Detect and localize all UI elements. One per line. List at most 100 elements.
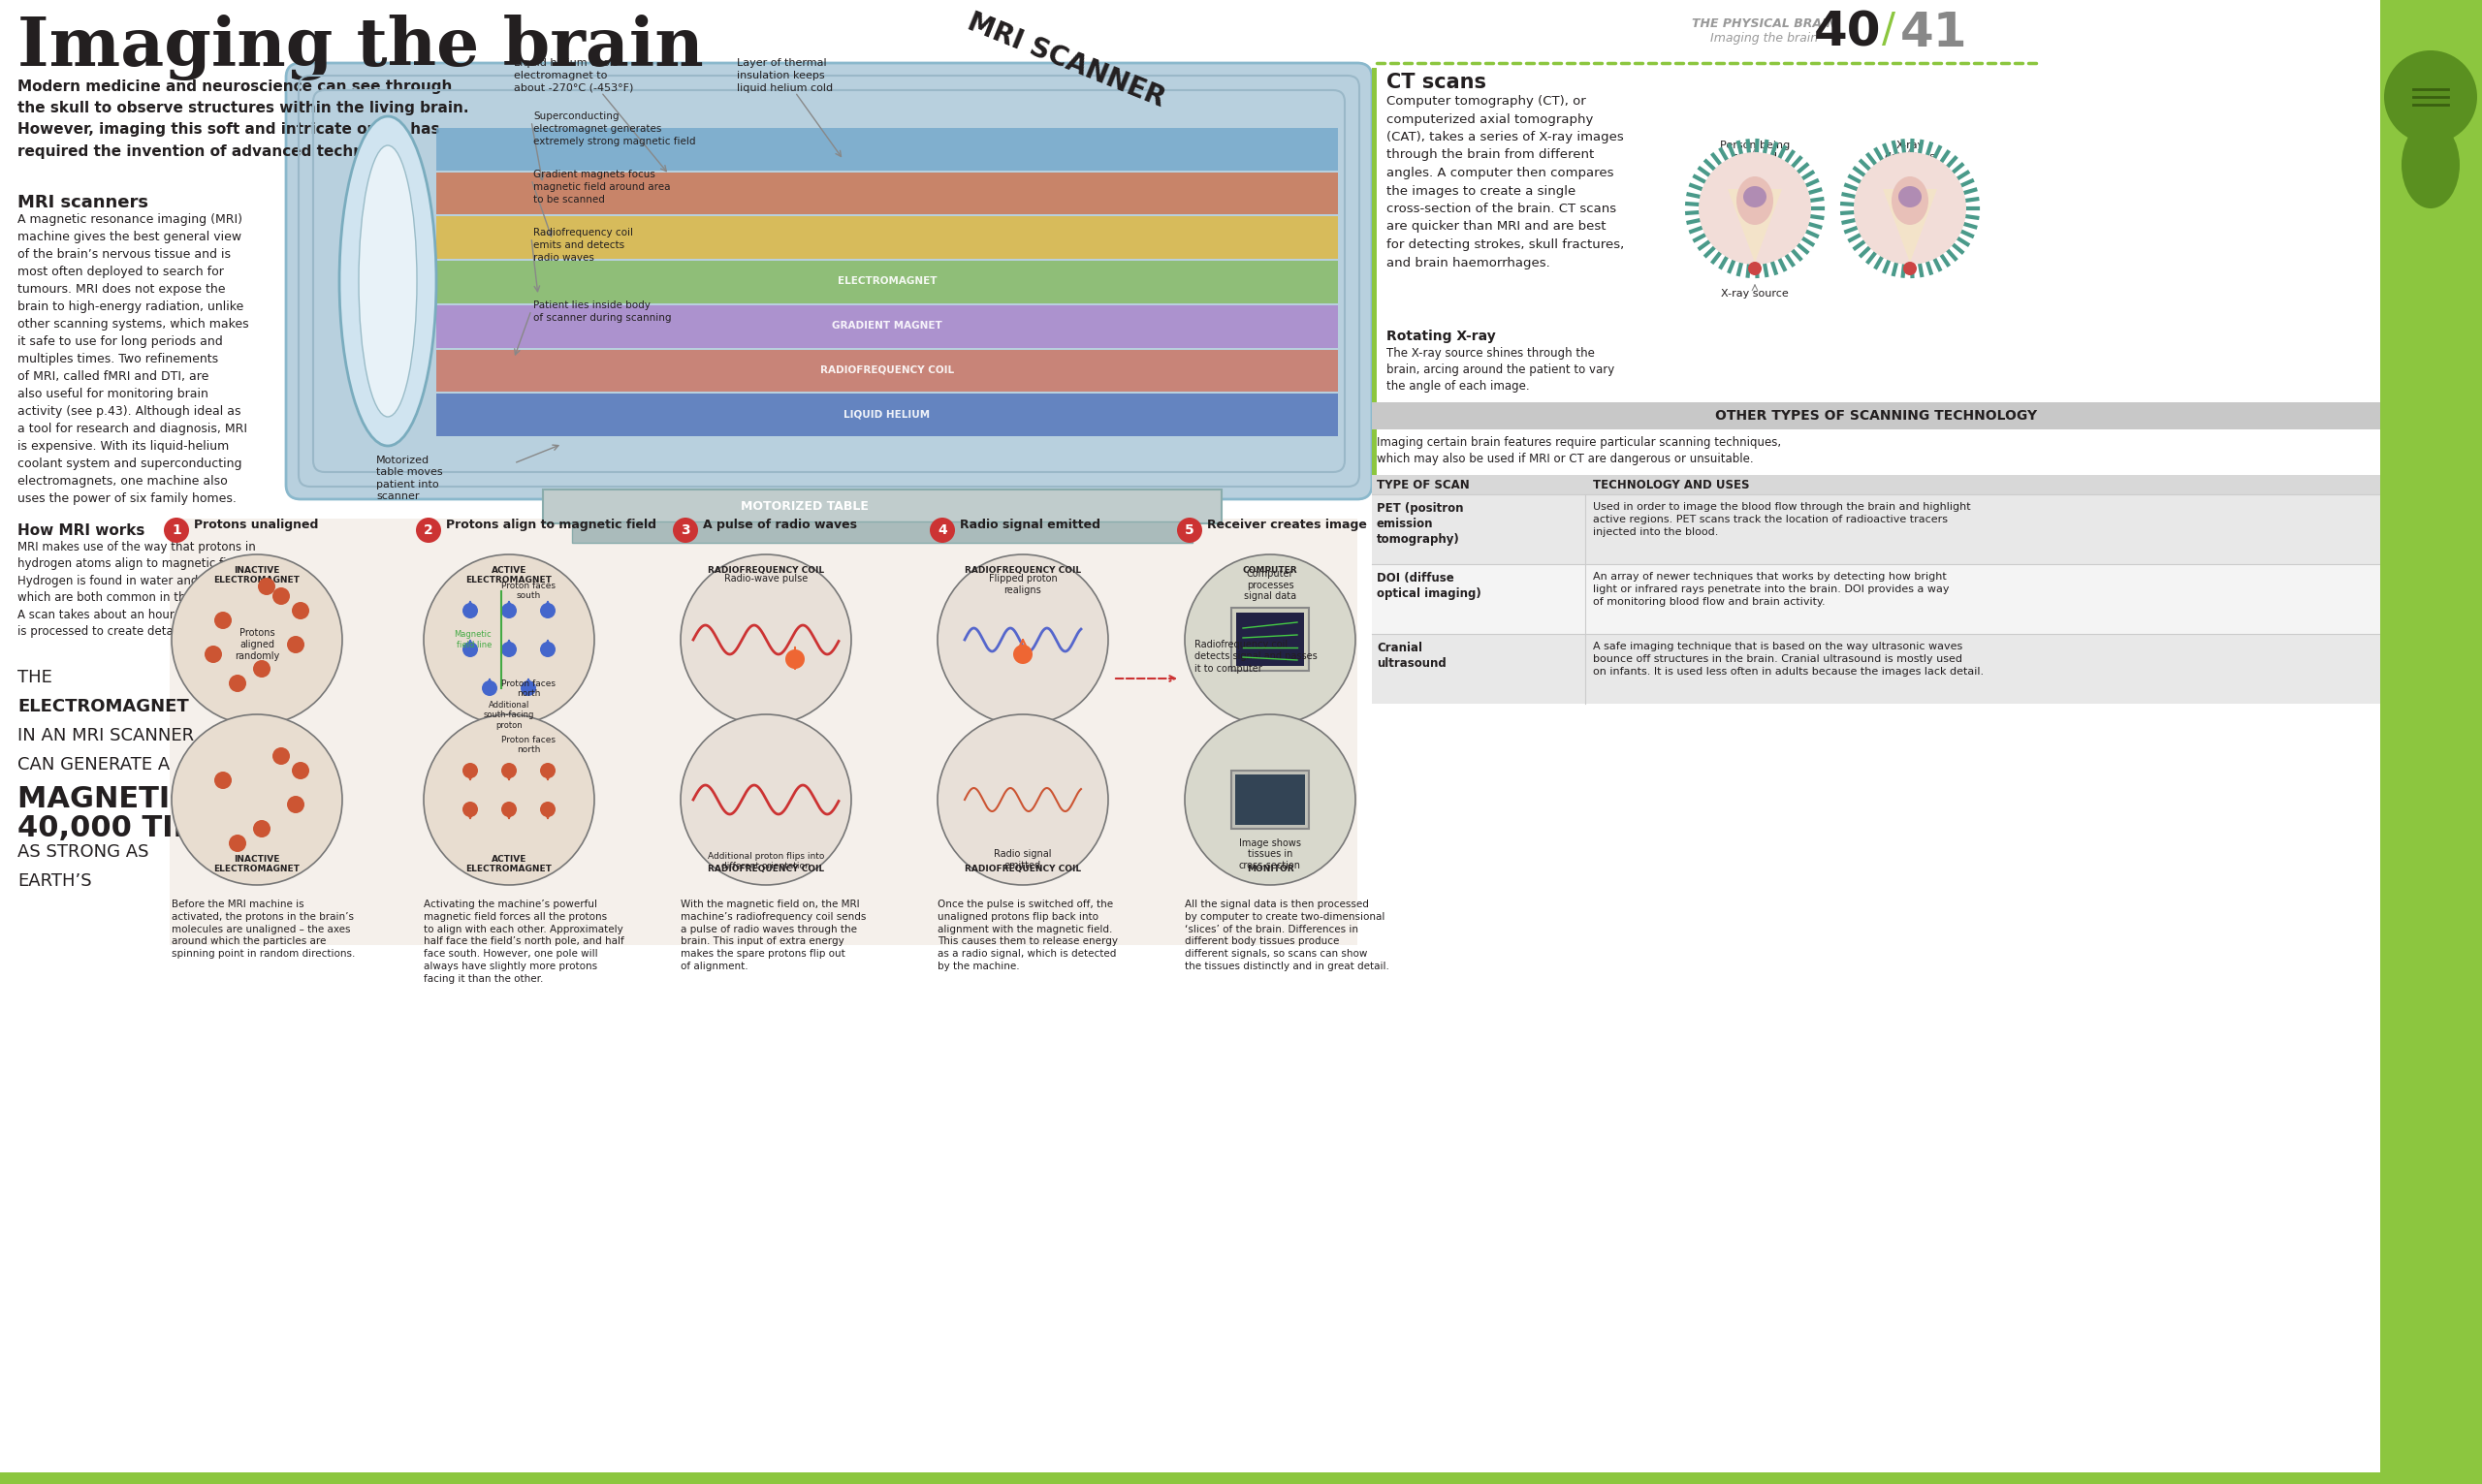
Circle shape — [680, 714, 851, 884]
Text: Gradient magnets focus
magnetic field around area
to be scanned: Gradient magnets focus magnetic field ar… — [534, 169, 670, 205]
Text: Magnetic
field line: Magnetic field line — [454, 631, 491, 649]
Circle shape — [462, 801, 479, 818]
Text: GRADIENT MAGNET: GRADIENT MAGNET — [831, 321, 943, 331]
Text: Computer
processes
signal data: Computer processes signal data — [1243, 568, 1296, 601]
Text: LIQUID HELIUM: LIQUID HELIUM — [844, 410, 931, 418]
Bar — [1373, 402, 2380, 429]
Text: An array of newer techniques that works by detecting how bright
light or infrare: An array of newer techniques that works … — [1593, 571, 1948, 607]
Text: ACTIVE
ELECTROMAGNET: ACTIVE ELECTROMAGNET — [467, 565, 551, 585]
Text: MAGNETIC FIELD: MAGNETIC FIELD — [17, 785, 295, 813]
Text: IN AN MRI SCANNER: IN AN MRI SCANNER — [17, 727, 194, 745]
Ellipse shape — [1742, 186, 1767, 208]
Text: 2: 2 — [424, 524, 434, 537]
Text: Protons unaligned: Protons unaligned — [194, 519, 318, 531]
Bar — [437, 128, 1338, 171]
Bar — [437, 393, 1338, 436]
Bar — [1373, 475, 2380, 494]
Text: Proton faces
south: Proton faces south — [501, 582, 556, 601]
Circle shape — [1904, 261, 1916, 275]
Text: EARTH’S: EARTH’S — [17, 873, 92, 890]
Circle shape — [1184, 714, 1355, 884]
Text: 3: 3 — [680, 524, 690, 537]
Text: Before the MRI machine is
activated, the protons in the brain’s
molecules are un: Before the MRI machine is activated, the… — [171, 899, 355, 959]
Text: Used in order to image the blood flow through the brain and highlight
active reg: Used in order to image the blood flow th… — [1593, 502, 1971, 537]
Text: 4: 4 — [938, 524, 948, 537]
Circle shape — [938, 555, 1107, 726]
Text: ELECTROMAGNET: ELECTROMAGNET — [17, 697, 189, 715]
Text: 40,000 TIMES: 40,000 TIMES — [17, 815, 243, 843]
Text: Image shows
tissues in
cross-section: Image shows tissues in cross-section — [1239, 838, 1301, 871]
Circle shape — [938, 714, 1107, 884]
Bar — [0, 1472, 2482, 1484]
Bar — [437, 172, 1338, 215]
Text: Patient lies inside body
of scanner during scanning: Patient lies inside body of scanner duri… — [534, 300, 673, 322]
Text: 40: 40 — [1814, 10, 1881, 56]
Text: TYPE OF SCAN: TYPE OF SCAN — [1378, 478, 1469, 491]
Text: INACTIVE
ELECTROMAGNET: INACTIVE ELECTROMAGNET — [213, 855, 300, 874]
Text: Motorized
table moves
patient into
scanner: Motorized table moves patient into scann… — [377, 456, 442, 502]
Circle shape — [273, 588, 290, 605]
Text: 1: 1 — [171, 524, 181, 537]
Circle shape — [931, 518, 956, 543]
Text: 5: 5 — [1184, 524, 1194, 537]
Text: RADIOFREQUENCY COIL: RADIOFREQUENCY COIL — [707, 565, 824, 574]
Circle shape — [164, 518, 189, 543]
Bar — [1231, 770, 1308, 828]
Bar — [437, 306, 1338, 347]
Text: RADIOFREQUENCY COIL: RADIOFREQUENCY COIL — [819, 365, 953, 374]
Text: THE: THE — [17, 669, 57, 686]
Circle shape — [258, 577, 276, 595]
Text: Superconducting
electromagnet generates
extremely strong magnetic field: Superconducting electromagnet generates … — [534, 111, 695, 145]
Circle shape — [293, 761, 310, 779]
Circle shape — [417, 518, 442, 543]
Circle shape — [273, 748, 290, 764]
Bar — [437, 350, 1338, 392]
Text: Radio signal
emitted: Radio signal emitted — [993, 849, 1052, 871]
Circle shape — [213, 611, 231, 629]
Circle shape — [784, 650, 804, 669]
Text: MONITOR: MONITOR — [1246, 865, 1293, 874]
Circle shape — [680, 555, 851, 726]
Circle shape — [288, 635, 305, 653]
Circle shape — [482, 681, 496, 696]
Text: AS STRONG AS: AS STRONG AS — [17, 843, 149, 861]
Bar — [544, 490, 1221, 524]
Circle shape — [1747, 261, 1762, 275]
Text: Radio signal emitted: Radio signal emitted — [961, 519, 1100, 531]
Circle shape — [501, 603, 516, 619]
Circle shape — [1176, 518, 1201, 543]
Bar — [437, 217, 1338, 258]
Ellipse shape — [340, 116, 437, 445]
Text: Imaging the brain: Imaging the brain — [17, 15, 702, 80]
Bar — [1236, 613, 1303, 666]
Text: Liquid helium cools
electromagnet to
about -270°C (-453°F): Liquid helium cools electromagnet to abo… — [514, 58, 633, 92]
Circle shape — [1698, 153, 1812, 264]
Text: DOI (diffuse
optical imaging): DOI (diffuse optical imaging) — [1378, 571, 1482, 600]
Text: With the magnetic field on, the MRI
machine’s radiofrequency coil sends
a pulse : With the magnetic field on, the MRI mach… — [680, 899, 866, 971]
Ellipse shape — [360, 145, 417, 417]
Text: Proton faces
north: Proton faces north — [501, 680, 556, 697]
Text: RADIOFREQUENCY COIL: RADIOFREQUENCY COIL — [965, 565, 1082, 574]
Text: X-ray
detectors: X-ray detectors — [1884, 141, 1936, 162]
Circle shape — [424, 555, 593, 726]
Text: PET (positron
emission
tomography): PET (positron emission tomography) — [1378, 502, 1464, 546]
Text: ACTIVE
ELECTROMAGNET: ACTIVE ELECTROMAGNET — [467, 855, 551, 874]
Text: CAN GENERATE A: CAN GENERATE A — [17, 755, 169, 773]
Text: Protons align to magnetic field: Protons align to magnetic field — [447, 519, 655, 531]
Circle shape — [541, 603, 556, 619]
Text: Radio-wave pulse: Radio-wave pulse — [725, 574, 807, 583]
Circle shape — [1013, 644, 1033, 663]
Circle shape — [521, 681, 536, 696]
Bar — [2380, 0, 2482, 1484]
Circle shape — [171, 555, 343, 726]
Circle shape — [462, 641, 479, 657]
Polygon shape — [1727, 188, 1782, 263]
Ellipse shape — [1899, 186, 1921, 208]
Text: Imaging the brain: Imaging the brain — [1710, 33, 1819, 45]
Circle shape — [228, 834, 246, 852]
Bar — [169, 518, 1358, 945]
Text: MRI scanners: MRI scanners — [17, 194, 149, 211]
Circle shape — [204, 646, 221, 663]
Text: Flipped proton
realigns: Flipped proton realigns — [988, 574, 1057, 595]
Circle shape — [501, 801, 516, 818]
